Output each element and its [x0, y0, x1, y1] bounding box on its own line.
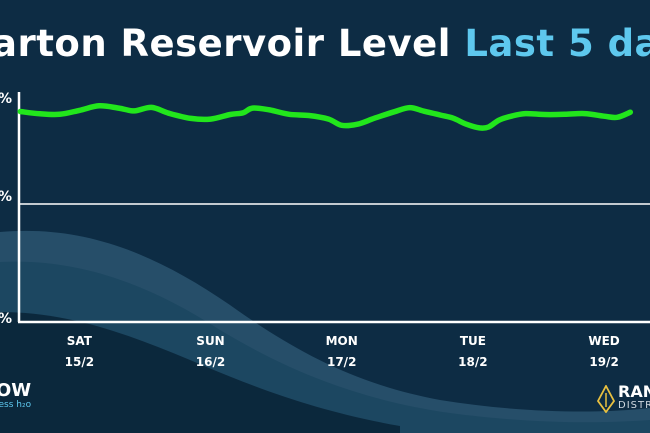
brand-left-text: OW: [0, 380, 32, 401]
chart-title: arton Reservoir Level Last 5 days: [0, 22, 650, 65]
background-wave-dark: [0, 312, 400, 433]
y-tick-bottom: %: [0, 311, 12, 327]
brand-logo-left: OW less h₂o: [0, 380, 32, 411]
chart-title-accent: Last 5 days: [464, 22, 650, 65]
x-tick-date-2: 17/2: [327, 355, 356, 369]
brand-right-text: RAN: [618, 382, 650, 401]
y-tick-mid: %: [0, 189, 12, 205]
x-tick-day-0: SAT: [67, 334, 93, 348]
brand-logo-right: RAN DISTR: [592, 382, 650, 413]
x-tick-day-4: WED: [588, 334, 619, 348]
x-tick-day-2: MON: [326, 334, 358, 348]
pen-nib-icon: [596, 385, 616, 413]
x-tick-day-3: TUE: [460, 334, 486, 348]
x-tick-date-3: 18/2: [458, 355, 487, 369]
series-line-level: [17, 103, 634, 131]
x-tick-labels: SAT 15/2 SUN 16/2 MON 17/2 TUE 18/2 WED 19/2: [65, 334, 620, 369]
y-tick-top: %: [0, 91, 12, 107]
x-tick-date-4: 19/2: [589, 355, 618, 369]
x-tick-day-1: SUN: [196, 334, 224, 348]
x-tick-date-0: 15/2: [65, 355, 94, 369]
brand-right-tagline: DISTR: [618, 400, 650, 411]
brand-left-tagline: less h₂o: [0, 400, 32, 410]
x-tick-date-1: 16/2: [196, 355, 225, 369]
chart-title-main: arton Reservoir Level: [0, 22, 451, 65]
